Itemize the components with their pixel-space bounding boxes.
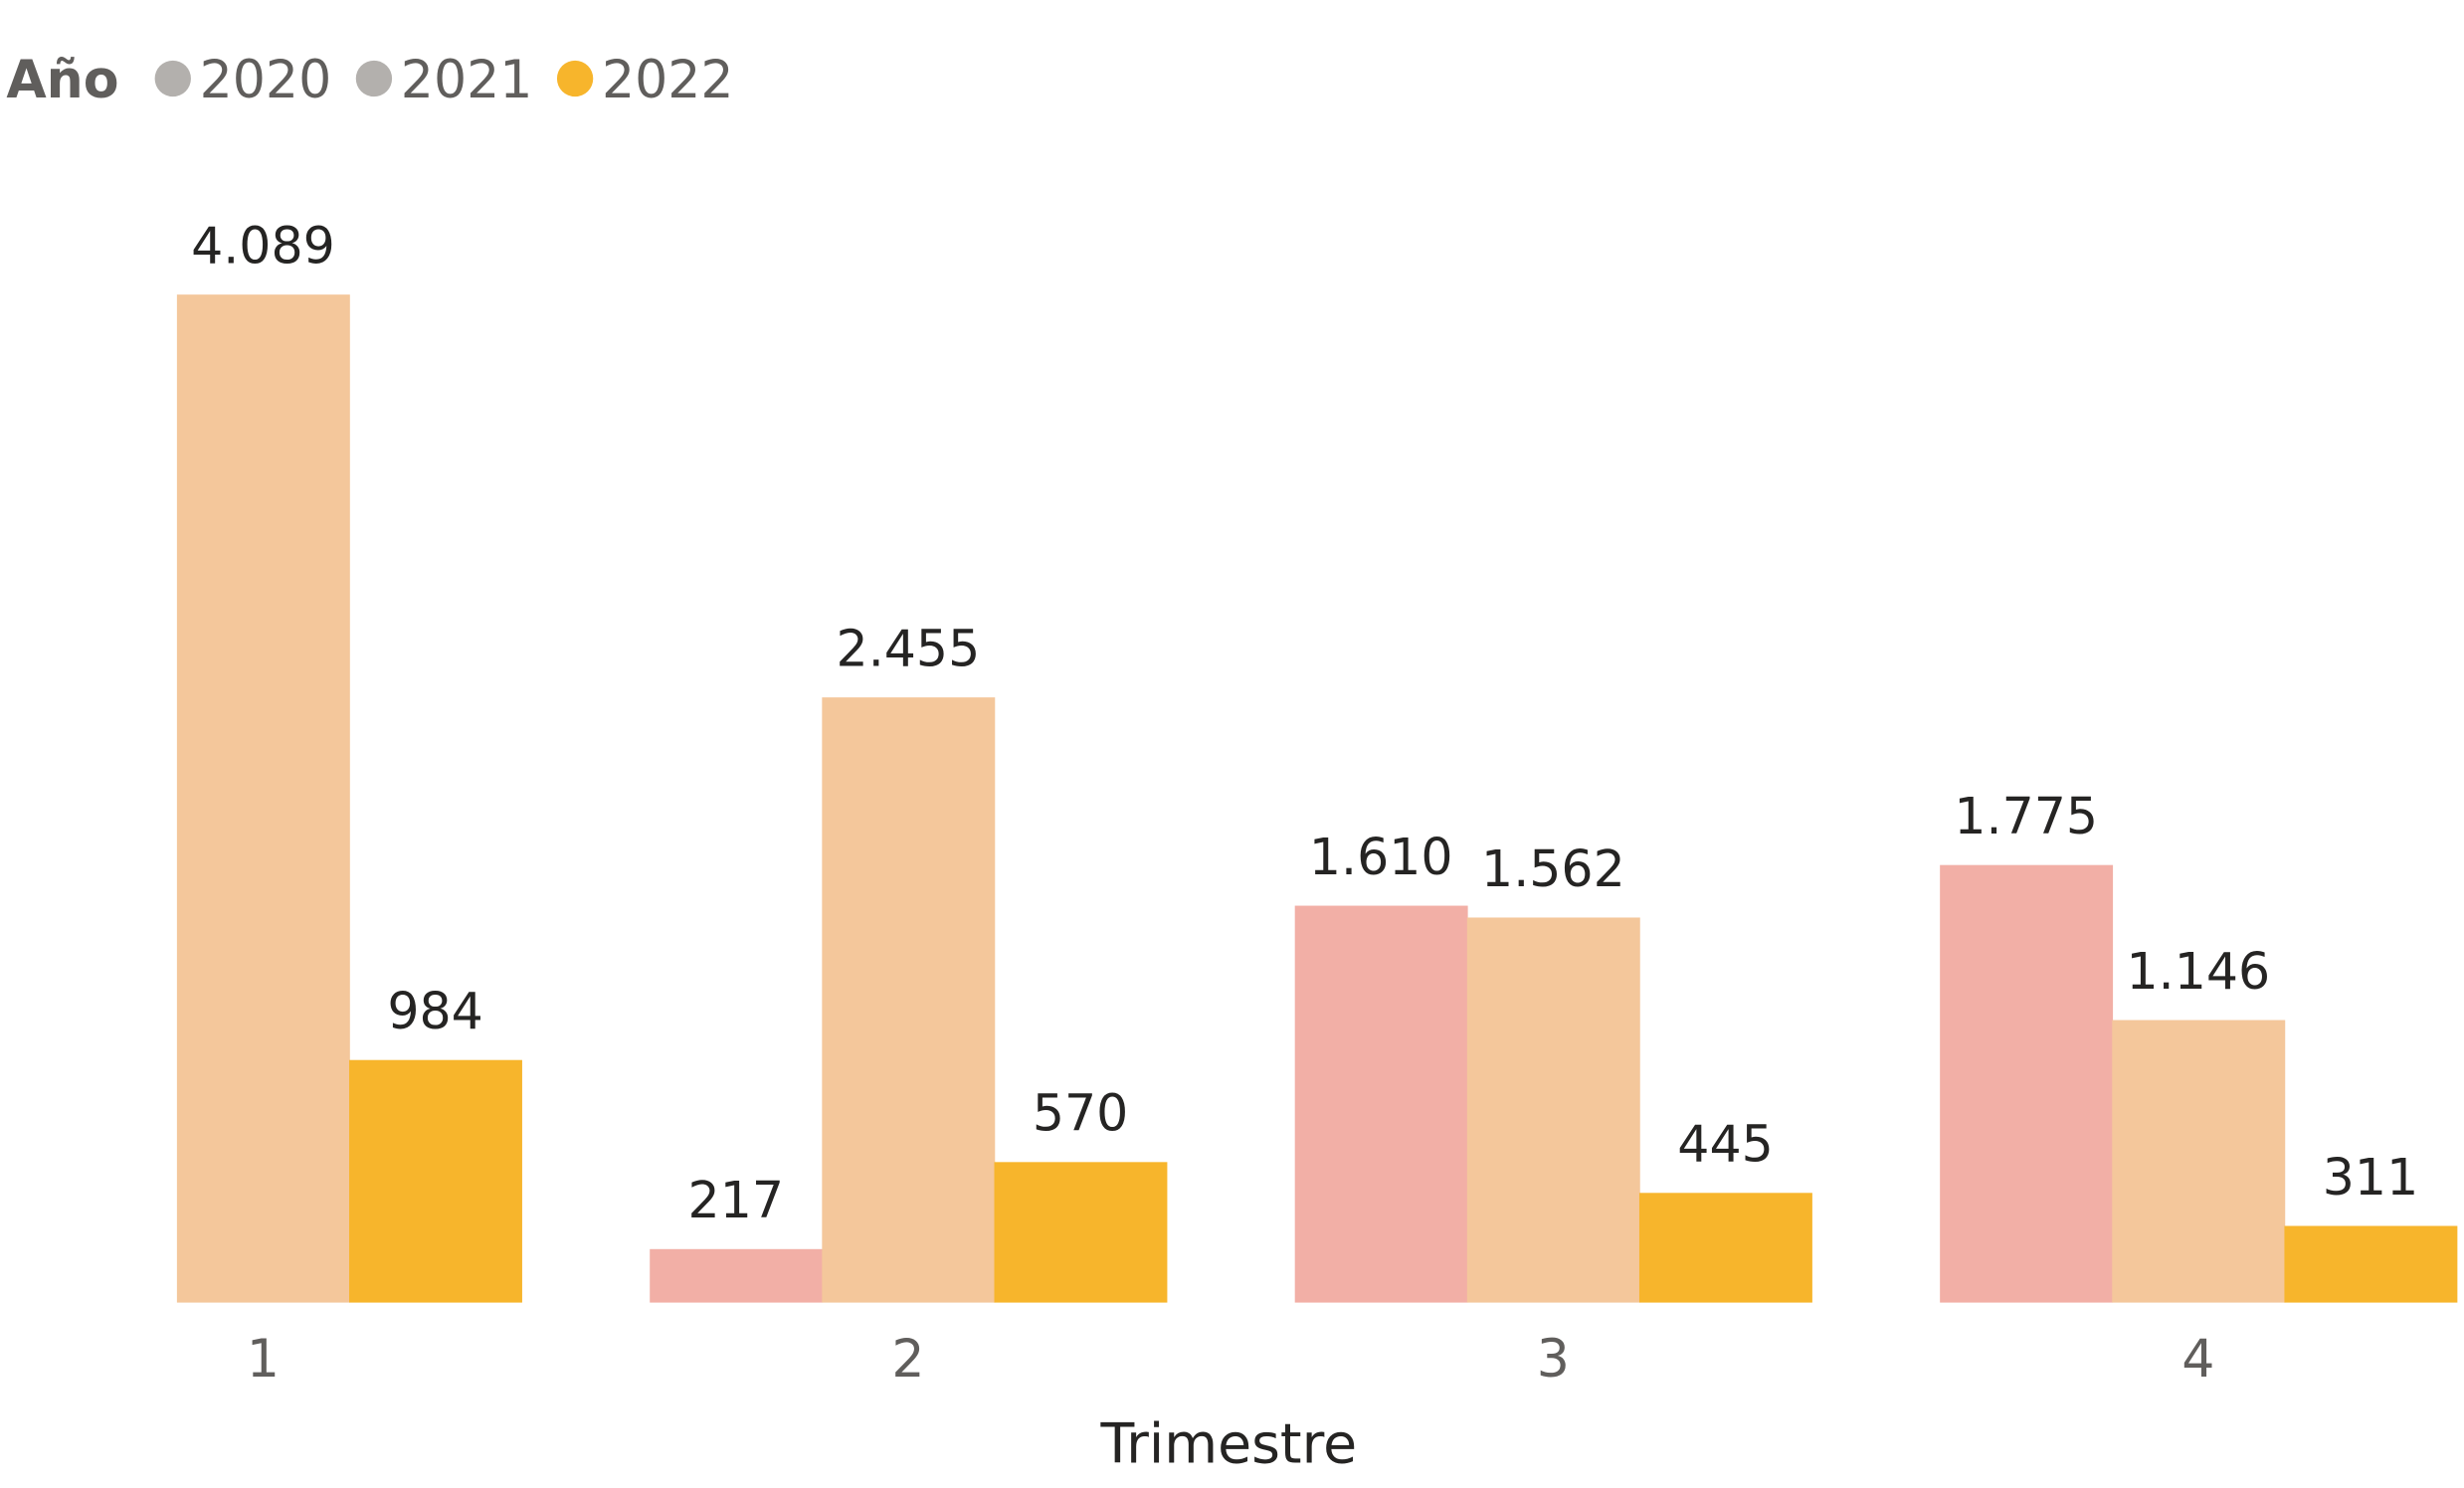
legend-marker (556, 60, 594, 97)
legend-marker (154, 60, 191, 97)
bar (349, 1059, 522, 1303)
bar (822, 697, 996, 1303)
data-label: 2.455 (837, 620, 981, 678)
x-tick-label: 4 (2181, 1330, 2214, 1390)
legend-label: 2022 (602, 51, 734, 110)
legend-label: 2020 (200, 51, 332, 110)
x-axis-title: Trimestre (1100, 1413, 1358, 1477)
data-label: 1.146 (2127, 942, 2271, 1001)
x-tick-label: 3 (1537, 1330, 1570, 1390)
legend-marker (355, 60, 393, 97)
data-label: 1.610 (1309, 828, 1453, 886)
legend-title: Año (6, 51, 118, 110)
bar (2284, 1225, 2458, 1303)
x-tick-label: 2 (891, 1330, 924, 1390)
data-label: 570 (1033, 1084, 1128, 1143)
data-label: 311 (2323, 1148, 2418, 1207)
bar (650, 1248, 824, 1303)
data-label: 1.775 (1954, 787, 2098, 845)
bar (994, 1162, 1168, 1303)
data-label: 984 (387, 982, 482, 1040)
bar (1294, 905, 1468, 1303)
bar (1940, 864, 2114, 1303)
data-label: 4.089 (191, 217, 335, 276)
x-tick-label: 1 (247, 1330, 280, 1390)
bar (1466, 917, 1640, 1303)
bar (176, 294, 350, 1303)
legend-label: 2021 (401, 51, 533, 110)
data-label: 445 (1677, 1115, 1773, 1174)
bar (2112, 1020, 2286, 1303)
data-label: 217 (688, 1171, 784, 1229)
data-label: 1.562 (1481, 839, 1625, 898)
bar (1638, 1193, 1812, 1303)
